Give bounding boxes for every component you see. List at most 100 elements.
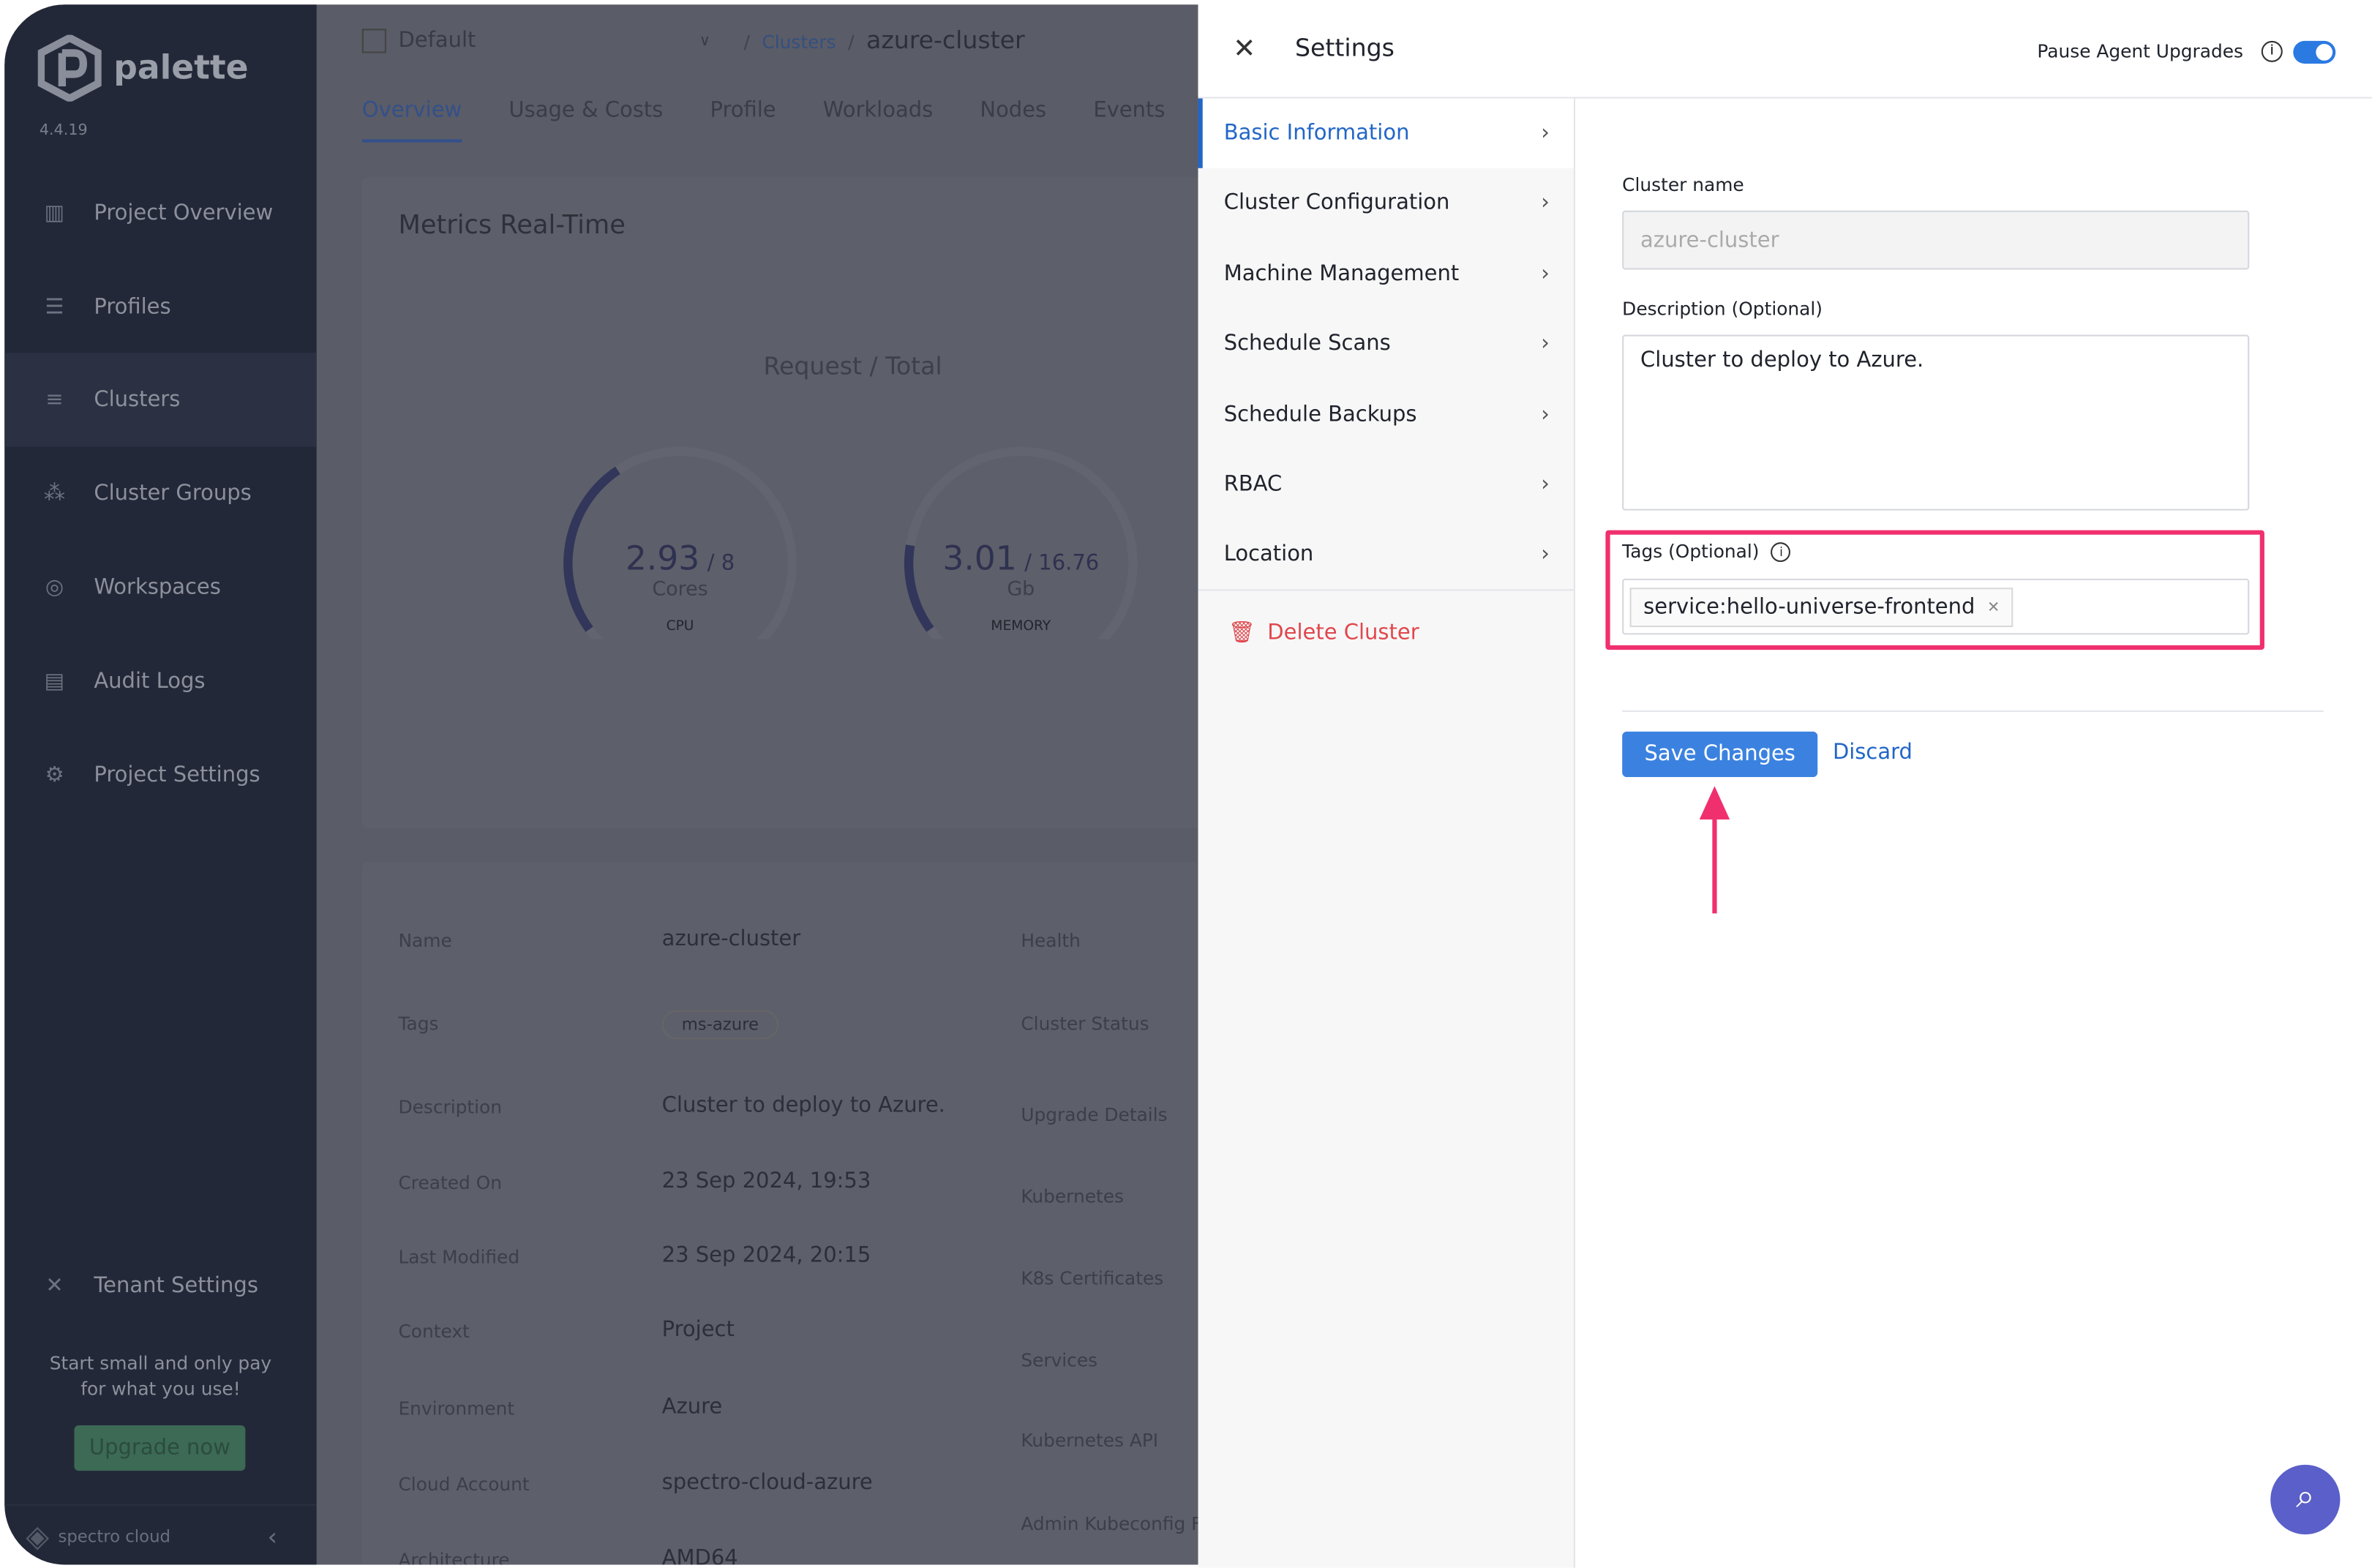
detail-label: Created On	[398, 1172, 502, 1194]
cpu-label: CPU	[666, 619, 694, 635]
settings-nav-schedule-backups[interactable]: Schedule Backups ›	[1198, 380, 1574, 449]
details-card: Name azure-cluster Tags ms-azure Description…	[361, 861, 1198, 1565]
sidebar-item-project-settings[interactable]: ⚙ Project Settings	[4, 729, 316, 822]
settings-nav-schedule-scans[interactable]: Schedule Scans ›	[1198, 310, 1574, 379]
version: 4.4.19	[39, 122, 88, 140]
save-changes-button[interactable]: Save Changes	[1622, 731, 1818, 778]
breadcrumb: / Clusters / azure-cluster	[743, 26, 1025, 55]
label: Workspaces	[94, 575, 221, 600]
detail-value: Cluster to deploy to Azure.	[661, 1093, 945, 1118]
dashboard-icon	[361, 29, 386, 53]
cluster-overview: Default ∨ / Clusters / azure-cluster Overv…	[317, 4, 1198, 1565]
drawer-title: Settings	[1295, 33, 1395, 62]
sidebar-item-workspaces[interactable]: ◎ Workspaces	[4, 541, 316, 634]
close-icon[interactable]: ✕	[1233, 33, 1256, 66]
discard-button[interactable]: Discard	[1832, 740, 1913, 765]
metrics-title: Metrics Real-Time	[398, 210, 626, 241]
annotation-arrow-icon	[1699, 786, 1730, 914]
detail-value: spectro-cloud-azure	[661, 1471, 873, 1496]
detail-label: Context	[398, 1321, 470, 1343]
memory-label: MEMORY	[991, 619, 1051, 635]
search-help-button[interactable]: ⌕	[2270, 1464, 2341, 1535]
info-icon[interactable]: i	[2261, 40, 2283, 62]
label: Tags (Optional)	[1622, 541, 1760, 563]
detail-label: Cloud Account	[398, 1474, 530, 1496]
settings-nav-basic-information[interactable]: Basic Information ›	[1198, 98, 1574, 168]
info-icon[interactable]: i	[1771, 541, 1791, 562]
label: Machine Management	[1223, 261, 1460, 286]
network-icon: ⁂	[44, 481, 66, 506]
settings-drawer: ✕ Settings Pause Agent Upgrades i 🗑 Delet…	[1198, 0, 2372, 1568]
tab-overview[interactable]: Overview	[361, 99, 462, 143]
detail-label: Kubernetes	[1021, 1185, 1124, 1207]
settings-nav-rbac[interactable]: RBAC ›	[1198, 450, 1574, 519]
label: Audit Logs	[94, 669, 206, 694]
tag-text: service:hello-universe-frontend	[1643, 595, 1975, 620]
sidebar-item-project-overview[interactable]: ▥ Project Overview	[4, 167, 316, 260]
memory-unit: Gb	[1007, 578, 1035, 601]
tab-workloads[interactable]: Workloads	[822, 98, 934, 123]
divider	[1622, 710, 2324, 712]
settings-nav-cluster-configuration[interactable]: Cluster Configuration ›	[1198, 169, 1574, 239]
label: Tenant Settings	[94, 1274, 258, 1299]
tag-chip: service:hello-universe-frontend ✕	[1629, 588, 2013, 628]
tags-label: Tags (Optional) i	[1622, 541, 1791, 562]
upgrade-button[interactable]: Upgrade now	[74, 1425, 246, 1471]
label: Location	[1223, 542, 1314, 568]
gear-icon: ⚙	[45, 763, 64, 788]
sidebar-item-cluster-groups[interactable]: ⁂ Cluster Groups	[4, 447, 316, 541]
label: Project Settings	[94, 763, 260, 788]
chevron-right-icon: ›	[1541, 402, 1550, 427]
detail-label: Health	[1021, 930, 1081, 952]
tools-icon: ✕	[45, 1274, 64, 1299]
label: Basic Information	[1223, 121, 1410, 146]
project-selector[interactable]: Default ∨	[361, 17, 710, 65]
tab-events[interactable]: Events	[1093, 98, 1166, 123]
remove-tag-icon[interactable]: ✕	[1986, 599, 2000, 616]
detail-label: Architecture	[398, 1549, 510, 1565]
sidebar-item-clusters[interactable]: ≡ Clusters	[4, 353, 317, 447]
clusters-icon: ≡	[45, 387, 64, 413]
sidebar-item-tenant-settings[interactable]: ✕ Tenant Settings	[4, 1239, 316, 1332]
detail-label: Kubernetes API	[1021, 1430, 1159, 1452]
sidebar: palette 4.4.19 ▥ Project Overview ☰ Profil…	[4, 4, 317, 1565]
palette-logo-icon	[37, 34, 102, 102]
tab-usage-costs[interactable]: Usage & Costs	[508, 98, 664, 123]
detail-label: Last Modified	[398, 1246, 520, 1268]
detail-value: AMD64	[661, 1546, 738, 1565]
label: Delete Cluster	[1267, 620, 1419, 645]
label: Profiles	[94, 295, 171, 320]
chevron-right-icon: ›	[1541, 191, 1550, 216]
description-textarea[interactable]: Cluster to deploy to Azure.	[1622, 334, 2250, 511]
metrics-card: Metrics Real-Time Request / Total 2.93 /…	[361, 177, 1198, 829]
sidebar-item-profiles[interactable]: ☰ Profiles	[4, 260, 316, 354]
detail-value: 23 Sep 2024, 20:15	[661, 1243, 871, 1268]
detail-value: ms-azure	[661, 1010, 778, 1040]
detail-value: Azure	[661, 1395, 723, 1419]
stack-icon: ☰	[45, 295, 64, 320]
cluster-name-input[interactable]	[1622, 210, 2250, 270]
cpu-gauge-fill	[563, 466, 620, 632]
tags-input[interactable]: service:hello-universe-frontend ✕	[1622, 578, 2250, 635]
collapse-chevron-icon[interactable]: ‹	[267, 1521, 277, 1550]
footer-brand: spectro cloud	[58, 1526, 170, 1546]
detail-label: Environment	[398, 1398, 515, 1419]
pause-agent-upgrades-label: Pause Agent Upgrades	[2037, 40, 2243, 62]
detail-label: Services	[1021, 1349, 1098, 1371]
settings-nav-location[interactable]: Location ›	[1198, 520, 1574, 590]
sidebar-item-audit-logs[interactable]: ▤ Audit Logs	[4, 634, 316, 728]
tab-profile[interactable]: Profile	[710, 98, 776, 123]
breadcrumb-current: azure-cluster	[866, 26, 1025, 55]
breadcrumb-clusters[interactable]: Clusters	[762, 31, 836, 53]
delete-cluster-button[interactable]: 🗑 Delete Cluster	[1228, 621, 1419, 645]
detail-label: K8s Certificates	[1021, 1267, 1164, 1289]
sidebar-footer: ◈ spectro cloud ‹	[4, 1504, 317, 1565]
trash-icon: 🗑	[1228, 620, 1256, 645]
pause-agent-upgrades-toggle[interactable]	[2293, 40, 2336, 64]
tab-nodes[interactable]: Nodes	[980, 98, 1047, 123]
brand-name: palette	[113, 49, 249, 88]
settings-nav-machine-management[interactable]: Machine Management ›	[1198, 239, 1574, 309]
label: Cluster Configuration	[1223, 191, 1450, 216]
memory-readout: 3.01 / 16.76 Gb MEMORY	[915, 541, 1127, 634]
detail-value: Project	[661, 1318, 735, 1343]
